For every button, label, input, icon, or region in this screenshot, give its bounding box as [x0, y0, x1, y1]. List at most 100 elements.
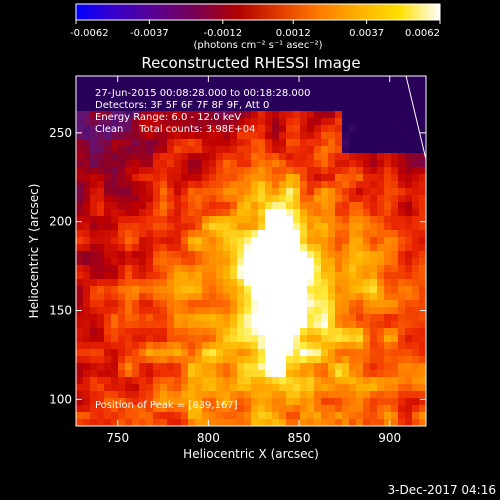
heatmap-cell — [293, 279, 301, 287]
heatmap-cell — [405, 370, 413, 378]
heatmap-cell — [230, 335, 238, 343]
heatmap-cell — [153, 132, 161, 140]
heatmap-cell — [391, 251, 399, 259]
heatmap-cell — [377, 391, 385, 399]
heatmap-cell — [160, 188, 168, 196]
heatmap-cell — [265, 307, 273, 315]
heatmap-cell — [300, 398, 308, 406]
heatmap-cell — [125, 272, 133, 280]
heatmap-cell — [307, 342, 315, 350]
heatmap-cell — [216, 314, 224, 322]
heatmap-cell — [349, 188, 357, 196]
heatmap-cell — [223, 167, 231, 175]
heatmap-cell — [307, 251, 315, 259]
heatmap-cell — [167, 377, 175, 385]
heatmap-cell — [384, 237, 392, 245]
heatmap-cell — [83, 300, 91, 308]
heatmap-cell — [419, 230, 426, 238]
heatmap-cell — [76, 377, 84, 385]
heatmap-cell — [83, 174, 91, 182]
heatmap-cell — [181, 321, 189, 329]
heatmap-cell — [132, 244, 140, 252]
heatmap-cell — [342, 279, 350, 287]
heatmap-cell — [153, 356, 161, 364]
heatmap-cell — [181, 104, 189, 112]
heatmap-cell — [139, 286, 147, 294]
heatmap-cell — [258, 181, 266, 189]
heatmap-cell — [293, 146, 301, 154]
heatmap-cell — [181, 160, 189, 168]
heatmap-cell — [174, 125, 182, 133]
heatmap-cell — [244, 384, 252, 392]
heatmap-cell — [419, 349, 426, 357]
heatmap-cell — [363, 384, 371, 392]
heatmap-cell — [335, 391, 343, 399]
heatmap-cell — [174, 384, 182, 392]
heatmap-cell — [223, 230, 231, 238]
heatmap-cell — [300, 118, 308, 126]
heatmap-cell — [300, 377, 308, 385]
heatmap-cell — [356, 279, 364, 287]
heatmap-cell — [300, 412, 308, 420]
heatmap-cell — [111, 104, 119, 112]
heatmap-cell — [412, 405, 420, 413]
heatmap-cell — [167, 188, 175, 196]
heatmap-cell — [216, 97, 224, 105]
heatmap-cell — [258, 384, 266, 392]
heatmap-cell — [307, 111, 315, 119]
heatmap-cell — [174, 405, 182, 413]
heatmap-cell — [83, 209, 91, 217]
heatmap-cell — [111, 265, 119, 273]
heatmap-cell — [202, 237, 210, 245]
heatmap-cell — [90, 90, 98, 98]
heatmap-cell — [76, 111, 84, 119]
heatmap-cell — [335, 412, 343, 420]
heatmap-cell — [104, 328, 112, 336]
heatmap-cell — [300, 251, 308, 259]
heatmap-cell — [244, 195, 252, 203]
heatmap-cell — [335, 251, 343, 259]
heatmap-cell — [391, 146, 399, 154]
heatmap-cell — [181, 153, 189, 161]
heatmap-cell — [160, 181, 168, 189]
heatmap-cell — [349, 335, 357, 343]
heatmap-cell — [328, 335, 336, 343]
heatmap-cell — [153, 349, 161, 357]
heatmap-cell — [286, 160, 294, 168]
heatmap-cell — [195, 223, 203, 231]
heatmap-cell — [244, 90, 252, 98]
heatmap-cell — [356, 307, 364, 315]
heatmap-cell — [104, 97, 112, 105]
heatmap-cell — [405, 195, 413, 203]
heatmap-cell — [419, 405, 426, 413]
heatmap-cell — [384, 125, 392, 133]
heatmap-cell — [223, 412, 231, 420]
heatmap-cell — [216, 230, 224, 238]
heatmap-cell — [181, 398, 189, 406]
heatmap-cell — [195, 321, 203, 329]
heatmap-cell — [132, 237, 140, 245]
heatmap-cell — [174, 181, 182, 189]
heatmap-cell — [356, 153, 364, 161]
heatmap-cell — [286, 335, 294, 343]
heatmap-cell — [146, 188, 154, 196]
heatmap-cell — [167, 118, 175, 126]
heatmap-cell — [251, 237, 259, 245]
heatmap-cell — [321, 146, 329, 154]
heatmap-cell — [335, 265, 343, 273]
heatmap-cell — [349, 132, 357, 140]
heatmap-cell — [153, 167, 161, 175]
heatmap-cell — [132, 356, 140, 364]
heatmap-cell — [286, 377, 294, 385]
heatmap-cell — [314, 174, 322, 182]
heatmap-cell — [223, 125, 231, 133]
heatmap-cell — [195, 244, 203, 252]
heatmap-cell — [342, 363, 350, 371]
heatmap-cell — [167, 132, 175, 140]
heatmap-cell — [258, 146, 266, 154]
heatmap-cell — [237, 97, 245, 105]
heatmap-cell — [188, 202, 196, 210]
heatmap-cell — [349, 244, 357, 252]
heatmap-cell — [181, 202, 189, 210]
heatmap-cell — [104, 153, 112, 161]
